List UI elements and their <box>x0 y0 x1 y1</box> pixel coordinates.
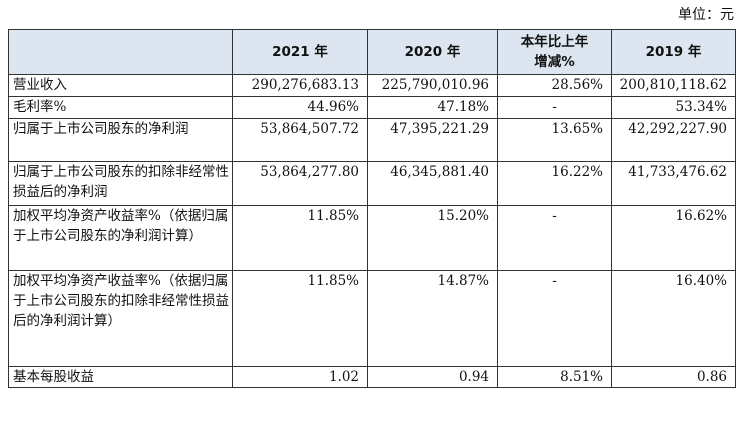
header-2020: 2020 年 <box>367 29 498 75</box>
cell-2021: 44.96% <box>232 96 368 119</box>
header-2021: 2021 年 <box>232 29 368 75</box>
cell-2020: 225,790,010.96 <box>367 74 498 97</box>
cell-change: 16.22% <box>497 161 612 206</box>
cell-change: 13.65% <box>497 118 612 162</box>
row-label: 归属于上市公司股东的扣除非经常性损益后的净利润 <box>8 161 233 206</box>
cell-2021: 11.85% <box>232 270 368 367</box>
row-label: 营业收入 <box>8 74 233 97</box>
table-row: 毛利率% 44.96% 47.18% - 53.34% <box>8 96 736 119</box>
cell-2021: 53,864,507.72 <box>232 118 368 162</box>
cell-change: 8.51% <box>497 366 612 388</box>
header-change: 本年比上年 增减% <box>497 29 612 75</box>
row-label: 加权平均净资产收益率%（依据归属于上市公司股东的净利润计算） <box>8 205 233 271</box>
cell-2020: 15.20% <box>367 205 498 271</box>
cell-2020: 46,345,881.40 <box>367 161 498 206</box>
cell-change: - <box>497 205 612 271</box>
cell-2020: 14.87% <box>367 270 498 367</box>
table-row: 加权平均净资产收益率%（依据归属于上市公司股东的扣除非经常性损益后的净利润计算）… <box>8 270 736 367</box>
unit-label: 单位：元 <box>678 7 734 23</box>
table-row: 营业收入 290,276,683.13 225,790,010.96 28.56… <box>8 74 736 97</box>
cell-change: - <box>497 270 612 367</box>
financial-indicators-table: 2021 年 2020 年 本年比上年 增减% 2019 年 营业收入 290,… <box>8 29 736 388</box>
header-2019: 2019 年 <box>611 29 736 75</box>
table-header-row: 2021 年 2020 年 本年比上年 增减% 2019 年 <box>8 29 736 75</box>
cell-2019: 41,733,476.62 <box>611 161 736 206</box>
header-corner <box>8 29 233 75</box>
cell-2019: 16.40% <box>611 270 736 367</box>
row-label: 归属于上市公司股东的净利润 <box>8 118 233 162</box>
row-label: 基本每股收益 <box>8 366 233 388</box>
cell-2021: 53,864,277.80 <box>232 161 368 206</box>
row-label: 加权平均净资产收益率%（依据归属于上市公司股东的扣除非经常性损益后的净利润计算） <box>8 270 233 367</box>
cell-change: - <box>497 96 612 119</box>
row-label: 毛利率% <box>8 96 233 119</box>
cell-2020: 47,395,221.29 <box>367 118 498 162</box>
cell-2019: 16.62% <box>611 205 736 271</box>
cell-2020: 0.94 <box>367 366 498 388</box>
cell-2020: 47.18% <box>367 96 498 119</box>
cell-2019: 53.34% <box>611 96 736 119</box>
cell-2021: 1.02 <box>232 366 368 388</box>
cell-2021: 11.85% <box>232 205 368 271</box>
table-row: 归属于上市公司股东的净利润 53,864,507.72 47,395,221.2… <box>8 118 736 162</box>
cell-2019: 42,292,227.90 <box>611 118 736 162</box>
table-row: 加权平均净资产收益率%（依据归属于上市公司股东的净利润计算） 11.85% 15… <box>8 205 736 271</box>
table-row: 归属于上市公司股东的扣除非经常性损益后的净利润 53,864,277.80 46… <box>8 161 736 206</box>
cell-2021: 290,276,683.13 <box>232 74 368 97</box>
cell-2019: 200,810,118.62 <box>611 74 736 97</box>
table-row: 基本每股收益 1.02 0.94 8.51% 0.86 <box>8 366 736 388</box>
cell-change: 28.56% <box>497 74 612 97</box>
cell-2019: 0.86 <box>611 366 736 388</box>
